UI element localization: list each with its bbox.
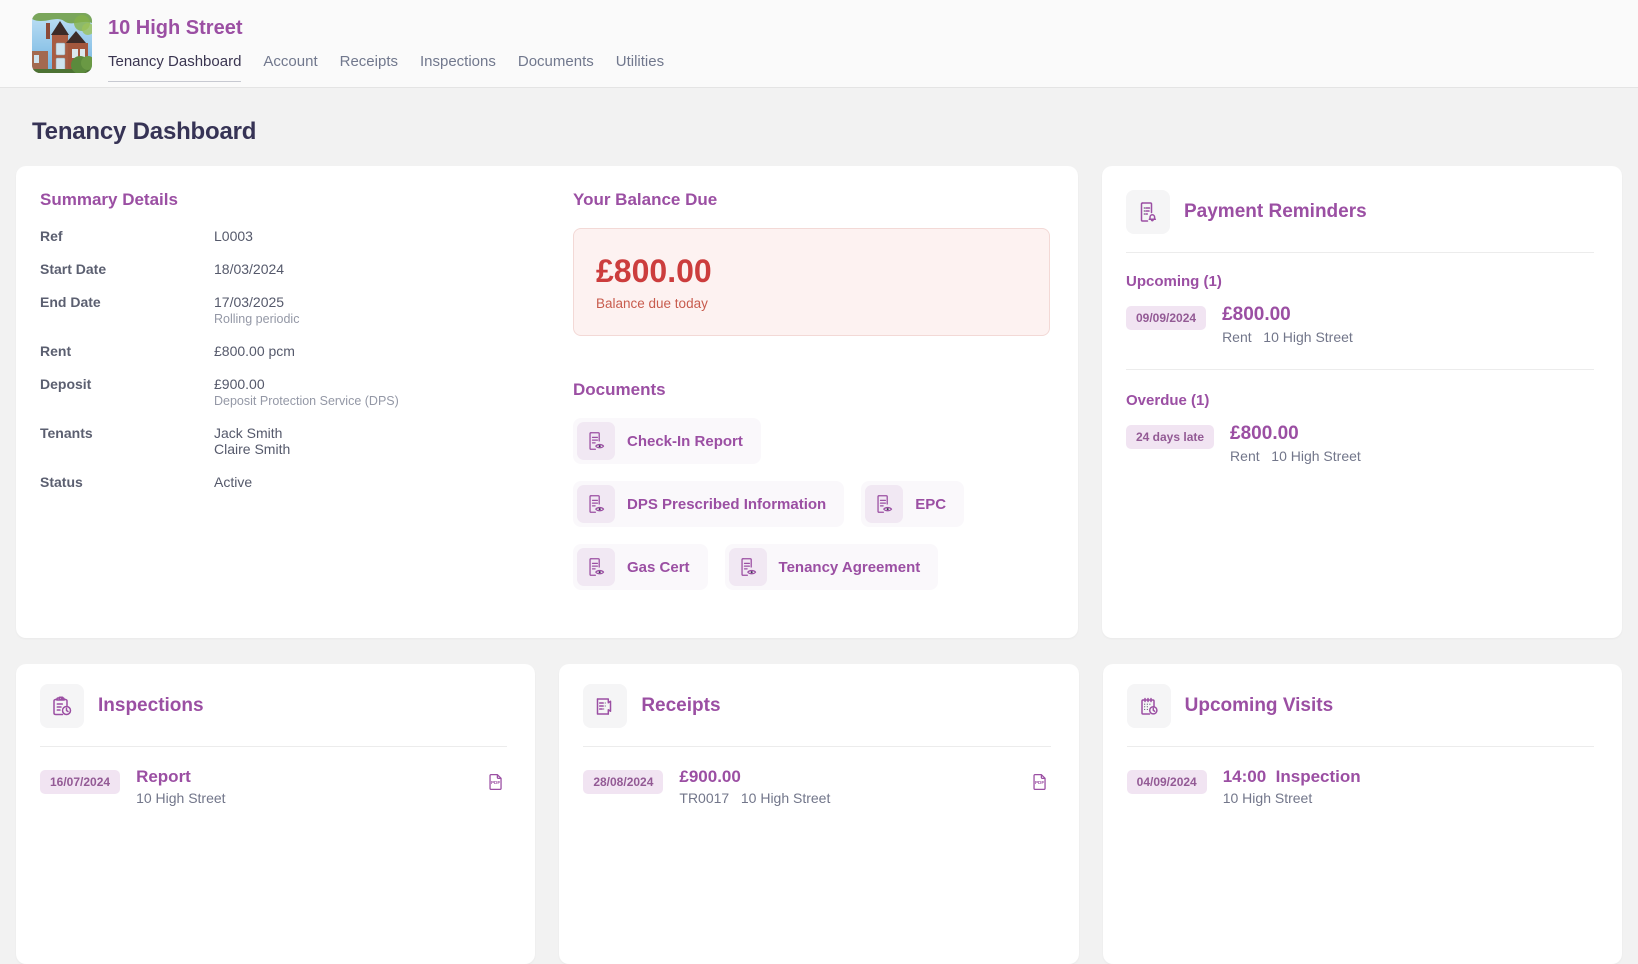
svg-text:PDF: PDF <box>491 780 500 785</box>
svg-text:PDF: PDF <box>1035 780 1044 785</box>
